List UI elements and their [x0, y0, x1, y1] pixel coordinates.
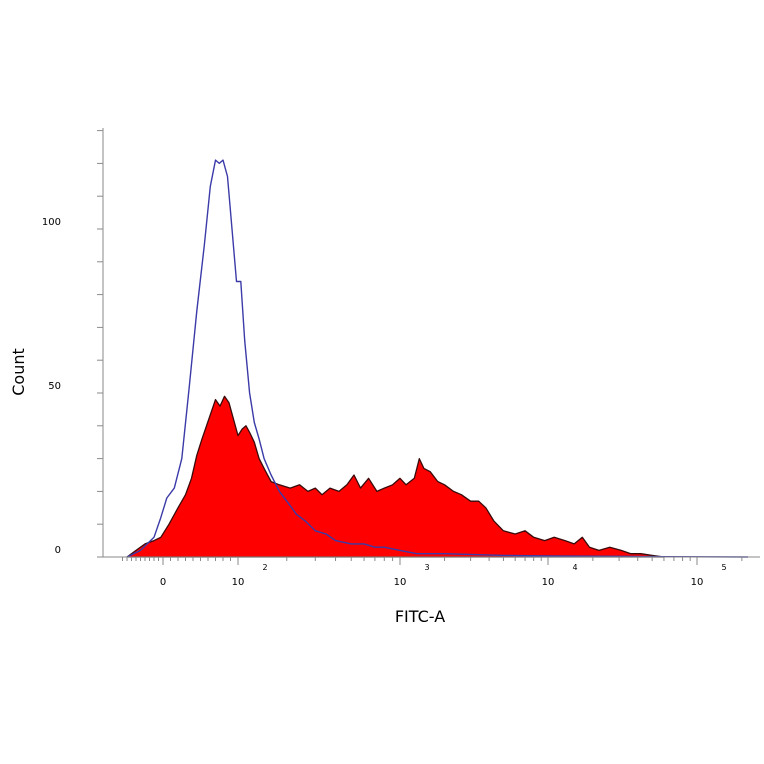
x-tick-exponent: 3: [424, 563, 429, 572]
x-tick-label: 10: [542, 577, 555, 588]
y-tick-label: 100: [42, 217, 61, 228]
y-tick-label: 50: [48, 381, 61, 392]
x-tick-label: 0: [160, 577, 166, 588]
y-axis-title: Count: [9, 348, 28, 396]
y-tick-label: 0: [55, 545, 61, 556]
outline-histogram-series: [126, 159, 749, 558]
x-tick-label: 10: [232, 577, 245, 588]
x-tick-label: 10: [394, 577, 407, 588]
x-tick-exponent: 4: [572, 563, 577, 572]
x-axis-title: FITC-A: [395, 607, 445, 626]
x-tick-exponent: 2: [262, 563, 267, 572]
filled-histogram-series: [126, 395, 665, 558]
y-ticks: 0 50 100: [42, 130, 103, 558]
series-layer: [126, 159, 749, 558]
x-tick-label: 10: [691, 577, 704, 588]
x-tick-exponent: 5: [721, 563, 726, 572]
x-ticks: 0 10 2 10 3 10 4 10 5: [122, 557, 743, 588]
